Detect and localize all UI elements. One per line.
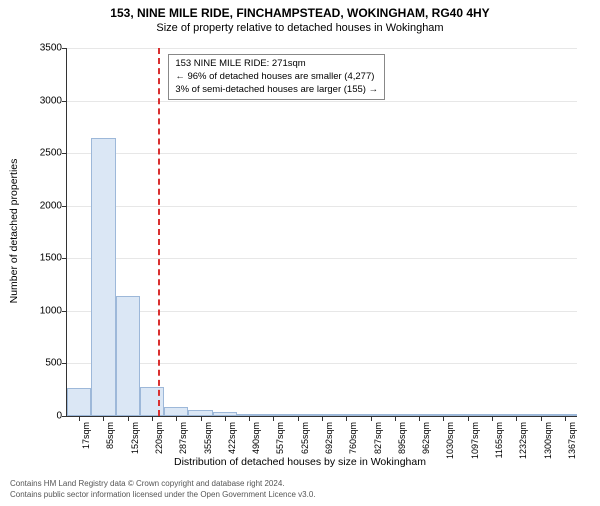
xtick-mark bbox=[492, 416, 493, 421]
xtick-mark bbox=[419, 416, 420, 421]
x-axis-label: Distribution of detached houses by size … bbox=[0, 456, 600, 468]
xtick-mark bbox=[298, 416, 299, 421]
xtick-mark bbox=[516, 416, 517, 421]
annotation-line-3: 3% of semi-detached houses are larger (1… bbox=[175, 84, 378, 97]
plot-area: 153 NINE MILE RIDE: 271sqm← 96% of detac… bbox=[66, 48, 577, 417]
annotation-line-1: 153 NINE MILE RIDE: 271sqm bbox=[175, 58, 378, 71]
xtick-label: 152sqm bbox=[130, 422, 140, 454]
ytick-mark bbox=[62, 416, 67, 417]
xtick-mark bbox=[273, 416, 274, 421]
xtick-label: 1165sqm bbox=[494, 422, 504, 458]
reference-line bbox=[158, 48, 160, 416]
xtick-label: 1232sqm bbox=[518, 422, 528, 459]
xtick-mark bbox=[225, 416, 226, 421]
ytick-label: 1000 bbox=[22, 305, 62, 316]
xtick-mark bbox=[79, 416, 80, 421]
xtick-label: 1097sqm bbox=[470, 422, 480, 459]
xtick-mark bbox=[443, 416, 444, 421]
xtick-mark bbox=[103, 416, 104, 421]
chart-title-sub: Size of property relative to detached ho… bbox=[0, 22, 600, 34]
xtick-mark bbox=[152, 416, 153, 421]
ytick-label: 1500 bbox=[22, 253, 62, 264]
chart-container: 153, NINE MILE RIDE, FINCHAMPSTEAD, WOKI… bbox=[0, 6, 600, 506]
gridline bbox=[67, 101, 577, 102]
ytick-mark bbox=[62, 48, 67, 49]
ytick-mark bbox=[62, 153, 67, 154]
ytick-label: 500 bbox=[22, 358, 62, 369]
xtick-label: 287sqm bbox=[178, 422, 188, 454]
ytick-mark bbox=[62, 363, 67, 364]
xtick-label: 490sqm bbox=[251, 422, 261, 454]
ytick-mark bbox=[62, 311, 67, 312]
annotation-box: 153 NINE MILE RIDE: 271sqm← 96% of detac… bbox=[168, 54, 385, 100]
xtick-mark bbox=[371, 416, 372, 421]
xtick-label: 17sqm bbox=[81, 422, 91, 449]
histogram-bar bbox=[140, 387, 164, 416]
xtick-label: 1030sqm bbox=[445, 422, 455, 459]
footer-attribution: Contains HM Land Registry data © Crown c… bbox=[10, 479, 590, 500]
xtick-label: 692sqm bbox=[324, 422, 334, 454]
histogram-bar bbox=[164, 407, 188, 416]
annotation-line-2: ← 96% of detached houses are smaller (4,… bbox=[175, 71, 378, 84]
xtick-mark bbox=[249, 416, 250, 421]
xtick-label: 220sqm bbox=[154, 422, 164, 454]
xtick-label: 355sqm bbox=[203, 422, 213, 454]
xtick-label: 1300sqm bbox=[543, 422, 553, 459]
y-axis-label: Number of detached properties bbox=[8, 159, 20, 304]
xtick-label: 557sqm bbox=[275, 422, 285, 454]
xtick-mark bbox=[128, 416, 129, 421]
ytick-label: 2500 bbox=[22, 148, 62, 159]
gridline bbox=[67, 363, 577, 364]
footer-line-2: Contains public sector information licen… bbox=[10, 490, 590, 500]
histogram-bar bbox=[91, 138, 115, 416]
xtick-label: 895sqm bbox=[397, 422, 407, 454]
xtick-label: 625sqm bbox=[300, 422, 310, 454]
xtick-label: 962sqm bbox=[421, 422, 431, 454]
xtick-label: 827sqm bbox=[373, 422, 383, 454]
xtick-mark bbox=[201, 416, 202, 421]
xtick-mark bbox=[176, 416, 177, 421]
xtick-mark bbox=[565, 416, 566, 421]
ytick-label: 3000 bbox=[22, 95, 62, 106]
footer-line-1: Contains HM Land Registry data © Crown c… bbox=[10, 479, 590, 489]
xtick-label: 1367sqm bbox=[567, 422, 577, 459]
xtick-mark bbox=[322, 416, 323, 421]
histogram-bar bbox=[116, 296, 140, 416]
xtick-label: 422sqm bbox=[227, 422, 237, 454]
ytick-mark bbox=[62, 258, 67, 259]
xtick-mark bbox=[541, 416, 542, 421]
ytick-label: 2000 bbox=[22, 200, 62, 211]
gridline bbox=[67, 258, 577, 259]
xtick-mark bbox=[395, 416, 396, 421]
gridline bbox=[67, 206, 577, 207]
ytick-mark bbox=[62, 206, 67, 207]
ytick-label: 0 bbox=[22, 411, 62, 422]
histogram-bar bbox=[67, 388, 91, 416]
xtick-mark bbox=[468, 416, 469, 421]
ytick-label: 3500 bbox=[22, 43, 62, 54]
gridline bbox=[67, 153, 577, 154]
xtick-label: 760sqm bbox=[348, 422, 358, 454]
gridline bbox=[67, 311, 577, 312]
gridline bbox=[67, 48, 577, 49]
chart-title-main: 153, NINE MILE RIDE, FINCHAMPSTEAD, WOKI… bbox=[0, 6, 600, 20]
xtick-label: 85sqm bbox=[105, 422, 115, 449]
xtick-mark bbox=[346, 416, 347, 421]
ytick-mark bbox=[62, 101, 67, 102]
